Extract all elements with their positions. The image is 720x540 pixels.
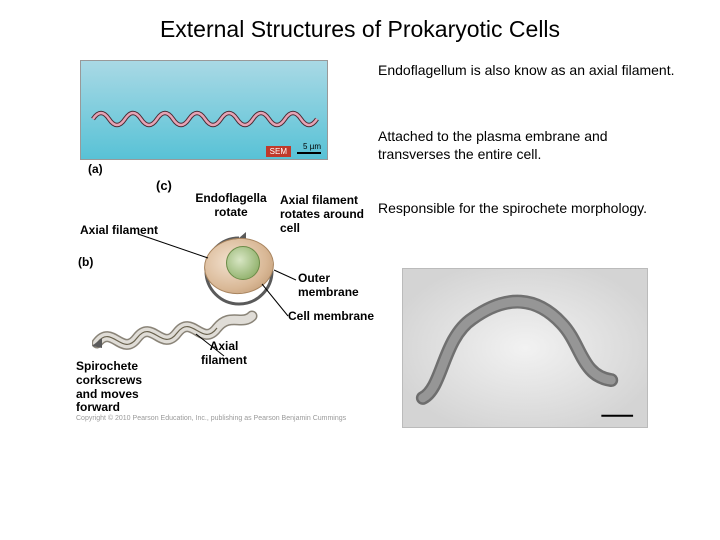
endoflagella-diagram: Endoflagella rotate Axial filament rotat… [76,180,356,420]
label-axial-filament: Axial filament [80,224,170,238]
sem-spirochete-wave [91,109,319,129]
sem-scale-bar [297,152,321,154]
em-cell-curve [403,269,647,428]
em-micrograph [402,268,648,428]
page-title: External Structures of Prokaryotic Cells [0,16,720,43]
label-axial-filament-2: Axial filament [196,340,252,368]
label-outer-membrane: Outer membrane [298,272,368,300]
label-corkscrew: Spirochete corkscrews and moves forward [76,360,160,415]
label-endoflagella-rotate: Endoflagella rotate [186,192,276,220]
sem-badge: SEM [266,146,291,157]
paragraph-1: Endoflagellum is also know as an axial f… [378,62,678,80]
panel-label-b: (b) [78,256,93,270]
sem-micrograph-panel: SEM 5 µm [80,60,328,160]
label-cell-membrane: Cell membrane [288,310,388,324]
sem-scale-text: 5 µm [303,142,321,151]
label-axial-rotates: Axial filament rotates around cell [280,194,366,235]
panel-label-a: (a) [88,162,103,176]
copyright-text: Copyright © 2010 Pearson Education, Inc.… [76,415,346,422]
paragraph-2: Attached to the plasma embrane and trans… [378,128,678,163]
cell-inner-cytoplasm [226,246,260,280]
paragraph-3: Responsible for the spirochete morpholog… [378,200,678,218]
